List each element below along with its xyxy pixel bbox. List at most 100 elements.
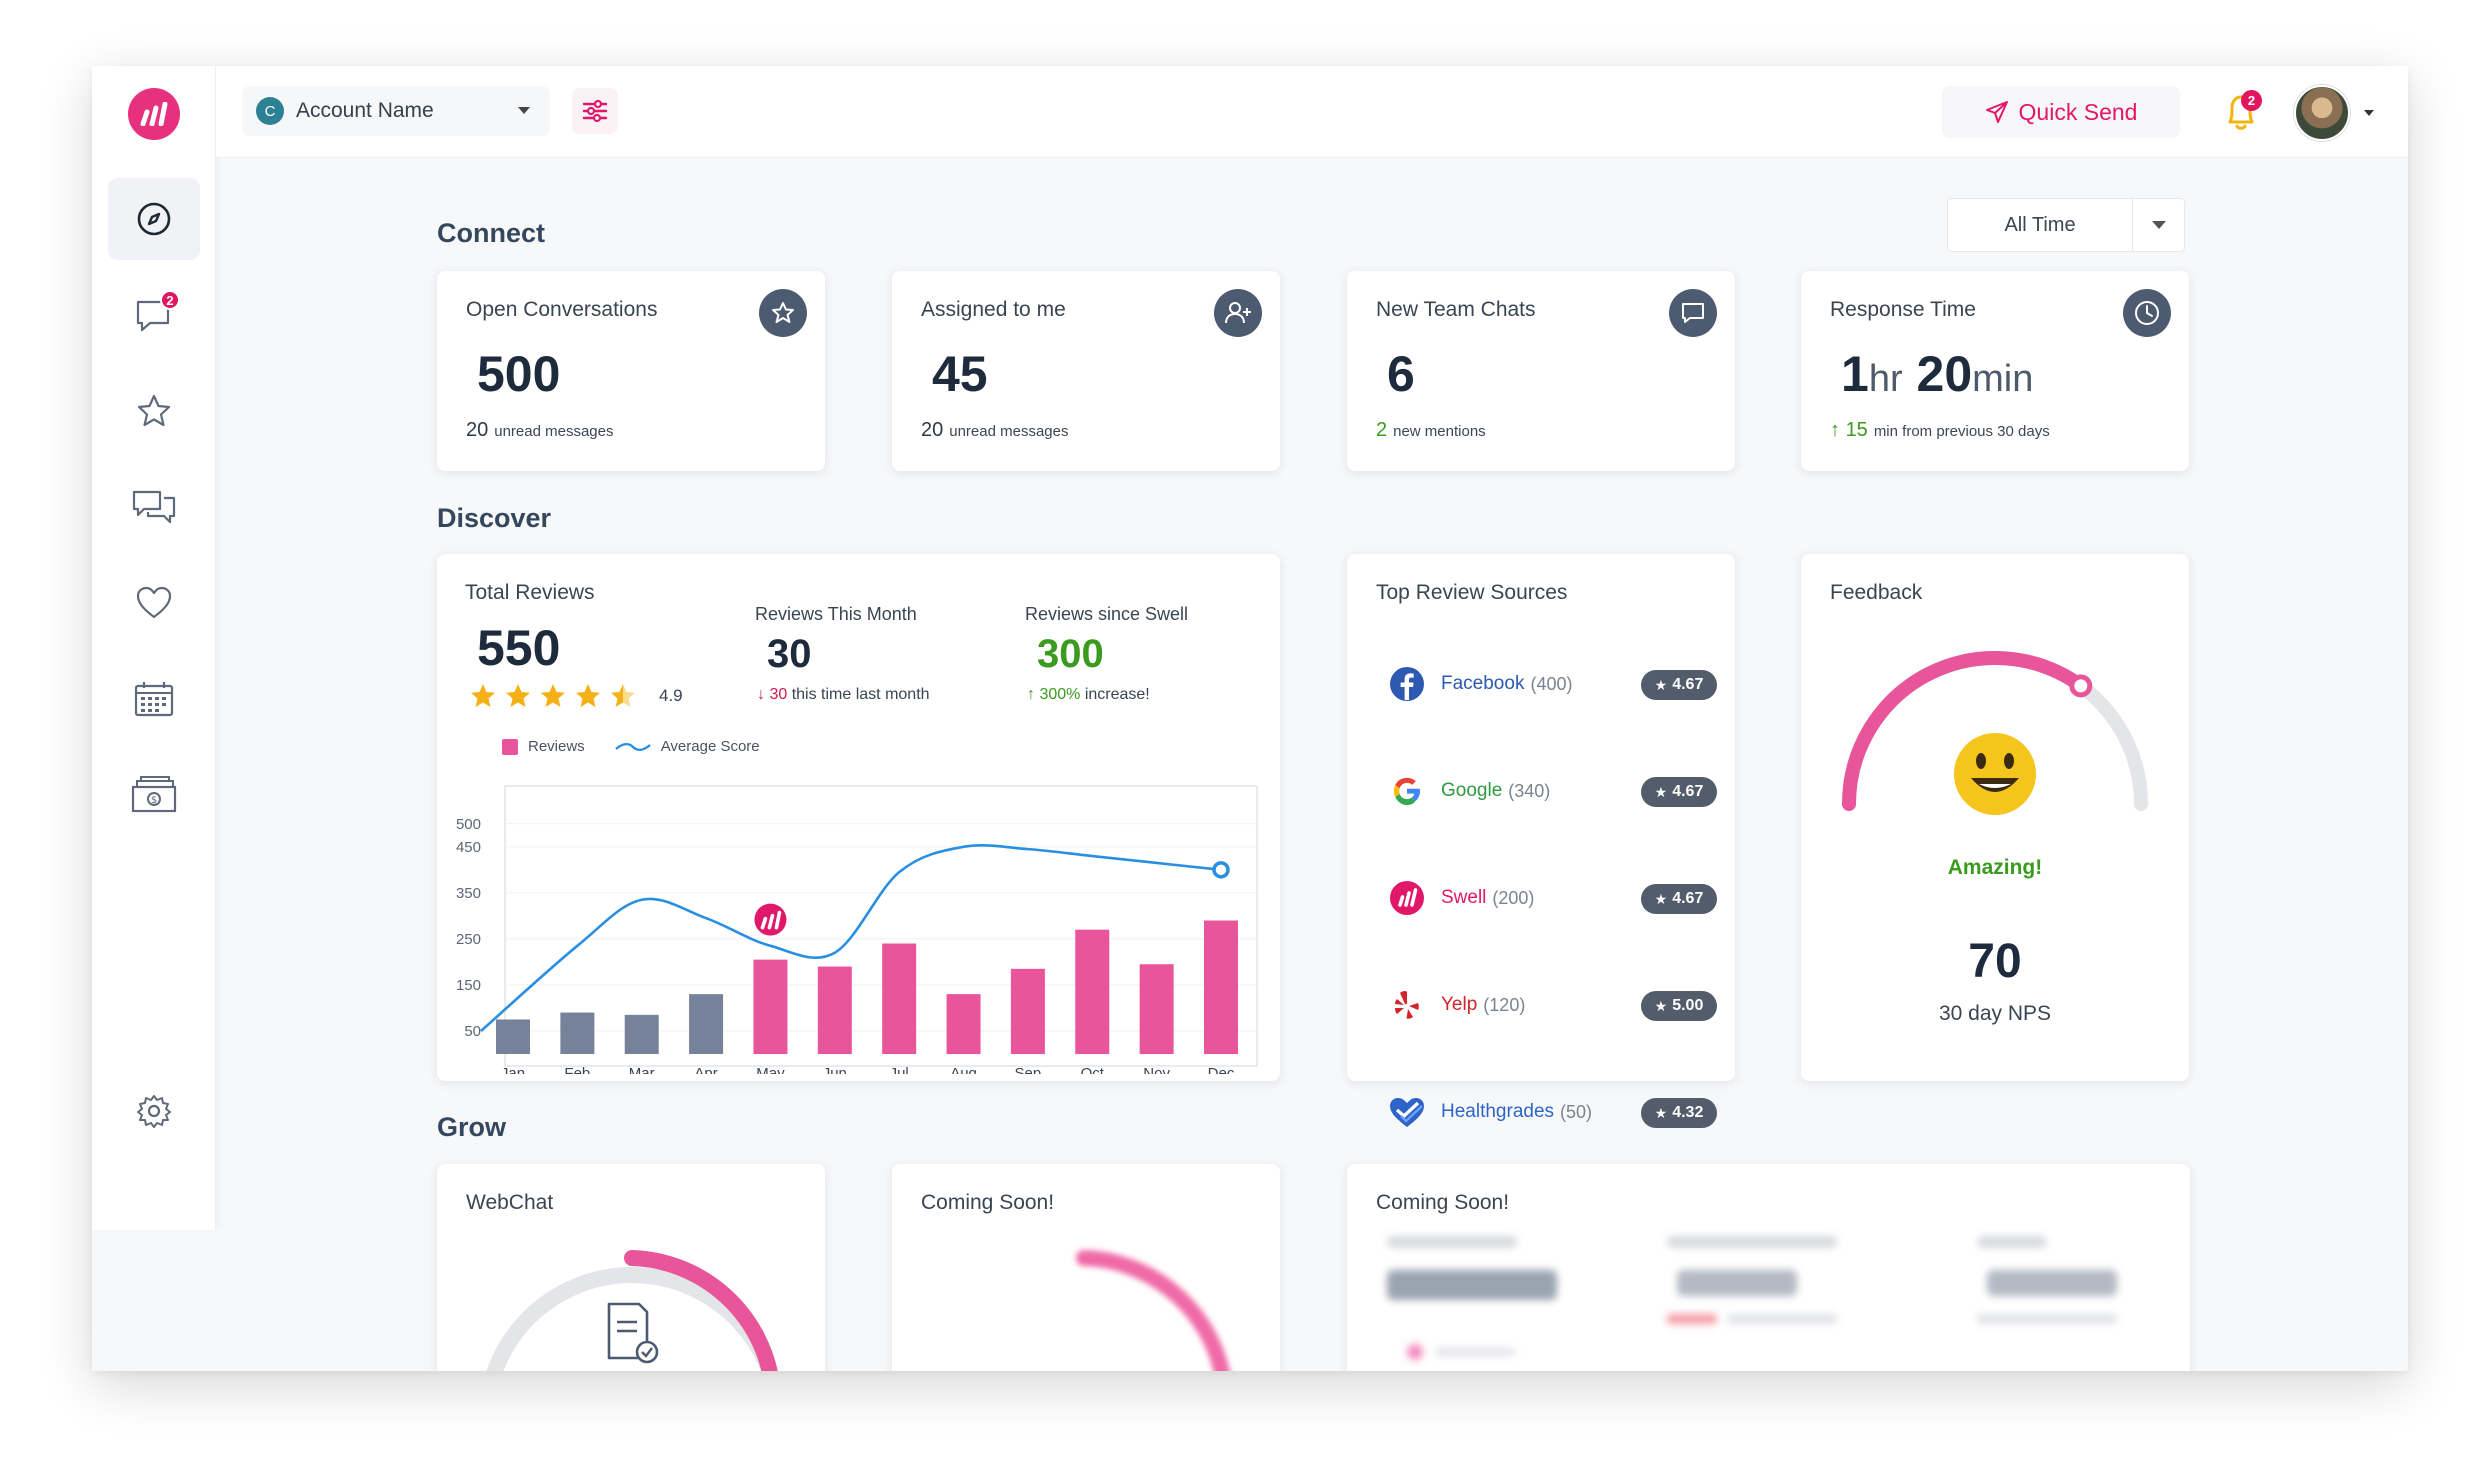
bar-may[interactable] [753, 959, 788, 1054]
metric-value: 45 [932, 346, 988, 402]
x-tick-label: May [756, 1065, 785, 1074]
time-range-value: All Time [2004, 213, 2076, 236]
sidebar-item-reviews[interactable] [108, 370, 200, 452]
bar-sep[interactable] [1010, 968, 1045, 1054]
coming-soon-wide-card: Coming Soon! [1347, 1164, 2190, 1371]
source-name: Healthgrades [1441, 1101, 1555, 1122]
notifications-button[interactable]: 2 [2216, 86, 2266, 136]
bar-jul[interactable] [882, 943, 917, 1054]
bar-aug[interactable] [946, 994, 981, 1054]
chat-bubble-icon [1669, 289, 1717, 337]
chevron-down-icon[interactable] [2132, 199, 2184, 251]
webchat-card[interactable]: WebChat [437, 1164, 825, 1371]
y-tick-label: 450 [456, 839, 481, 856]
sidebar-item-feedback[interactable] [108, 562, 200, 644]
y-tick-label: 150 [456, 977, 481, 994]
bar-oct[interactable] [1075, 929, 1110, 1054]
sidebar-item-conversations[interactable]: 2 [108, 274, 200, 356]
chats-icon [132, 490, 176, 524]
source-row-healthgrades[interactable]: Healthgrades (50) ★ 4.32 [1387, 1090, 1717, 1134]
sidebar-item-calendar[interactable] [108, 658, 200, 740]
notifications-badge: 2 [2241, 90, 2262, 111]
webchat-gauge [486, 1250, 778, 1371]
arrow-down-icon: ↓ [757, 686, 765, 703]
filter-button[interactable] [572, 88, 618, 134]
smiley-icon [1954, 733, 2036, 815]
bar-nov[interactable] [1139, 964, 1174, 1054]
x-tick-label: Apr [694, 1065, 717, 1074]
response-time-card[interactable]: Response Time 1hr 20min ↑ 15 min from pre… [1801, 271, 2189, 471]
average-rating: 4.9 [659, 686, 683, 705]
arrow-up-icon: ↑ [1027, 686, 1035, 703]
source-count: (200) [1492, 887, 1535, 908]
user-avatar[interactable] [2294, 85, 2350, 141]
x-tick-label: Feb [564, 1065, 590, 1074]
healthgrades-icon [1387, 1094, 1427, 1130]
source-row-facebook[interactable]: Facebook (400) ★ 4.67 [1387, 662, 1717, 706]
chart-legend: Reviews Average Score [502, 738, 760, 756]
heart-icon [136, 586, 172, 619]
average-score-line [480, 844, 1222, 1032]
x-tick-label: Aug [950, 1065, 977, 1074]
time-range-select[interactable]: All Time [1947, 198, 2185, 252]
gear-icon [137, 1095, 171, 1128]
source-row-yelp[interactable]: Yelp (120) ★ 5.00 [1387, 983, 1717, 1027]
nps-label: 30 day NPS [1938, 1002, 2052, 1025]
metric-sub: 20 unread messages [466, 419, 614, 441]
x-tick-label: Sep [1015, 1065, 1042, 1074]
bar-jan[interactable] [496, 1019, 530, 1054]
source-rating-badge: ★ 4.67 [1641, 670, 1717, 700]
this-month-change: ↓ 30 this time last month [757, 686, 930, 703]
nps-value: 70 [1968, 935, 2022, 988]
source-name: Swell [1441, 887, 1487, 908]
bar-apr[interactable] [689, 994, 724, 1054]
new-team-chats-card[interactable]: New Team Chats 6 2 new mentions [1347, 271, 1735, 471]
line-end-marker[interactable] [1212, 861, 1230, 879]
star-icon: ★ [1654, 676, 1668, 693]
chevron-down-icon[interactable] [2364, 110, 2374, 116]
x-tick-label: Nov [1143, 1065, 1170, 1074]
account-avatar: C [256, 97, 284, 125]
section-title-grow: Grow [437, 1112, 507, 1142]
sidebar-item-payments[interactable]: $ [108, 754, 200, 836]
swell-logo[interactable] [128, 88, 180, 140]
y-tick-label: 500 [456, 816, 481, 833]
section-title-connect: Connect [437, 218, 545, 248]
quick-send-button[interactable]: Quick Send [1942, 86, 2180, 138]
legend-reviews[interactable]: Reviews [502, 738, 585, 756]
sidebar-item-settings[interactable] [108, 1070, 200, 1152]
reviews-chart: 500 450 350 250 150 50 Jan Feb Mar Apr May Jun Jul Au… [456, 785, 1258, 1074]
bar-feb[interactable] [560, 1012, 595, 1054]
assigned-to-me-card[interactable]: Assigned to me 45 20 unread messages [892, 271, 1280, 471]
coming-soon-gauge [1076, 1250, 1230, 1371]
coming-soon-card: Coming Soon! [892, 1164, 1280, 1371]
total-reviews-value: 550 [477, 620, 561, 676]
x-tick-label: Mar [629, 1065, 655, 1074]
open-conversations-card[interactable]: Open Conversations 500 20 unread messages [437, 271, 825, 471]
legend-average-score[interactable]: Average Score [614, 738, 760, 755]
sidebar-item-team-chat[interactable] [108, 466, 200, 548]
top-bar: C Account Name Quick Send 2 [216, 66, 2408, 158]
star-icon: ★ [1654, 783, 1668, 800]
bar-dec[interactable] [1204, 920, 1238, 1054]
yelp-icon [1387, 987, 1427, 1023]
card-title: Open Conversations [466, 298, 658, 321]
source-rating-badge: ★ 5.00 [1641, 991, 1717, 1021]
sidebar: 2 $ [92, 66, 216, 1230]
account-selector[interactable]: C Account Name [242, 86, 550, 136]
bar-jun[interactable] [817, 966, 852, 1054]
google-icon [1387, 773, 1427, 809]
arrow-up-icon: ↑ [1830, 419, 1840, 441]
svg-text:$: $ [151, 795, 157, 806]
nps-gauge [1842, 651, 2148, 815]
bar-mar[interactable] [624, 1014, 659, 1054]
swell-marker-icon[interactable] [754, 903, 787, 936]
source-row-google[interactable]: Google (340) ★ 4.67 [1387, 769, 1717, 813]
source-row-swell[interactable]: Swell (200) ★ 4.67 [1387, 876, 1717, 920]
y-tick-label: 350 [456, 885, 481, 902]
source-rating-badge: ★ 4.67 [1641, 884, 1717, 914]
gauge-knob [2069, 674, 2093, 698]
sidebar-item-dashboard[interactable] [108, 178, 200, 260]
facebook-icon [1387, 666, 1427, 702]
star-rating-icon [576, 684, 600, 707]
